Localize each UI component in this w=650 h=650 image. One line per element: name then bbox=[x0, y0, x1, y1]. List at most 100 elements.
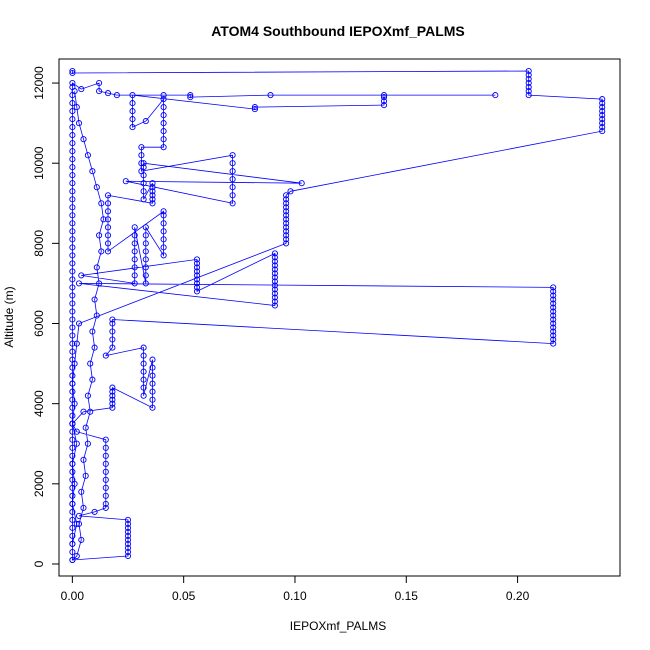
data-point bbox=[69, 460, 76, 467]
data-point bbox=[82, 472, 89, 479]
data-point bbox=[229, 200, 236, 207]
data-point bbox=[104, 216, 112, 223]
y-tick-label: 12000 bbox=[32, 66, 46, 100]
data-point bbox=[149, 388, 156, 395]
data-point bbox=[69, 228, 76, 235]
data-point bbox=[109, 328, 116, 335]
y-tick-label: 6000 bbox=[32, 310, 46, 337]
data-point bbox=[599, 124, 606, 131]
data-point bbox=[380, 94, 388, 101]
data-point bbox=[131, 256, 138, 263]
data-point bbox=[599, 100, 606, 107]
data-point bbox=[193, 288, 201, 295]
data-point bbox=[69, 300, 76, 307]
data-point bbox=[140, 180, 147, 187]
data-point bbox=[129, 92, 136, 99]
data-point bbox=[69, 220, 76, 227]
data-point bbox=[142, 240, 149, 247]
data-point bbox=[599, 104, 606, 111]
data-point bbox=[75, 120, 83, 127]
data-point bbox=[160, 208, 167, 215]
data-point bbox=[69, 428, 76, 435]
data-point bbox=[142, 256, 149, 263]
data-point bbox=[131, 264, 138, 271]
data-point bbox=[109, 344, 116, 351]
data-point bbox=[102, 444, 109, 451]
data-point bbox=[69, 212, 76, 219]
data-point bbox=[131, 248, 138, 255]
data-point bbox=[75, 512, 83, 519]
data-point bbox=[298, 180, 305, 187]
data-point bbox=[84, 152, 91, 159]
data-point bbox=[271, 250, 278, 257]
data-point bbox=[271, 270, 278, 277]
data-point bbox=[550, 340, 557, 347]
data-point bbox=[140, 352, 147, 359]
data-point bbox=[287, 188, 294, 195]
data-point bbox=[73, 340, 80, 347]
data-point bbox=[104, 192, 112, 199]
data-point bbox=[149, 184, 156, 191]
data-point bbox=[229, 160, 236, 167]
data-point bbox=[69, 188, 76, 195]
y-tick-label: 4000 bbox=[32, 390, 46, 417]
data-point bbox=[550, 328, 557, 335]
data-point bbox=[131, 232, 138, 239]
data-point bbox=[550, 296, 557, 303]
data-point bbox=[69, 340, 76, 347]
data-point bbox=[129, 124, 136, 131]
data-point bbox=[69, 108, 76, 115]
data-point bbox=[69, 180, 76, 187]
data-point bbox=[109, 396, 116, 403]
data-point bbox=[104, 232, 112, 239]
data-point bbox=[283, 220, 290, 227]
data-point bbox=[160, 252, 167, 259]
data-point bbox=[149, 196, 156, 203]
data-point bbox=[550, 312, 557, 319]
data-point bbox=[599, 128, 606, 135]
data-point bbox=[550, 284, 557, 291]
data-point bbox=[73, 440, 80, 447]
data-point bbox=[550, 304, 557, 311]
data-point bbox=[525, 84, 532, 91]
data-point bbox=[142, 248, 149, 255]
data-point bbox=[271, 262, 278, 269]
data-point bbox=[140, 392, 147, 399]
y-tick-label: 0 bbox=[32, 560, 46, 567]
data-point bbox=[102, 484, 109, 491]
data-point bbox=[69, 364, 76, 371]
data-point bbox=[160, 112, 167, 119]
data-point bbox=[102, 352, 109, 359]
data-point bbox=[69, 148, 76, 155]
data-point bbox=[69, 67, 76, 75]
data-point bbox=[140, 376, 147, 383]
data-point bbox=[69, 100, 76, 107]
data-point bbox=[124, 540, 132, 547]
data-point bbox=[140, 360, 147, 367]
data-point bbox=[69, 372, 76, 379]
data-point bbox=[102, 436, 109, 443]
x-tick-label: 0.15 bbox=[395, 589, 419, 603]
data-point bbox=[69, 348, 76, 355]
data-point bbox=[129, 116, 136, 123]
data-point bbox=[96, 88, 103, 95]
data-point bbox=[124, 532, 132, 539]
data-point bbox=[75, 520, 83, 527]
data-point bbox=[380, 92, 388, 99]
data-point bbox=[283, 212, 290, 219]
data-point bbox=[124, 528, 132, 535]
data-point bbox=[160, 212, 167, 219]
data-point bbox=[69, 308, 76, 315]
data-point bbox=[271, 278, 278, 285]
data-point bbox=[283, 240, 290, 247]
data-point bbox=[69, 140, 76, 147]
data-point bbox=[69, 204, 76, 211]
data-point bbox=[69, 124, 76, 131]
data-point bbox=[149, 404, 156, 411]
data-point bbox=[251, 104, 258, 111]
data-point bbox=[93, 312, 100, 319]
data-point bbox=[271, 266, 278, 273]
data-point bbox=[193, 280, 201, 287]
data-point bbox=[96, 280, 103, 287]
data-point bbox=[80, 456, 87, 463]
